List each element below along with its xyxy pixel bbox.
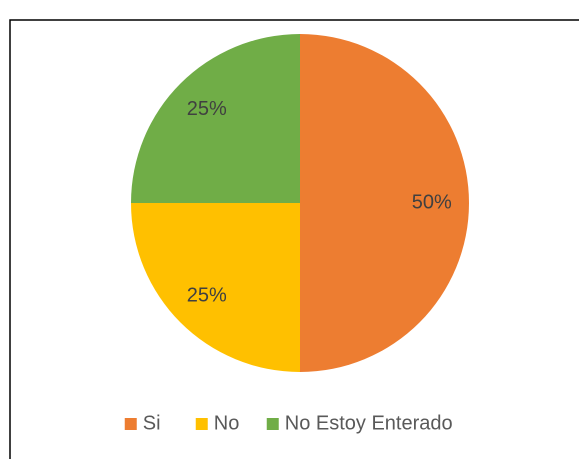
data-label: 25% xyxy=(187,284,227,306)
legend-swatch xyxy=(195,418,208,430)
legend-label: Si xyxy=(143,412,161,434)
pie-slice xyxy=(300,34,469,372)
pie-slice xyxy=(131,203,300,372)
data-label: 50% xyxy=(412,191,452,213)
legend-swatch xyxy=(124,418,137,430)
legend-swatch xyxy=(266,418,279,430)
legend-label: No Estoy Enterado xyxy=(285,412,453,434)
legend-label: No xyxy=(214,412,240,434)
pie-slice xyxy=(131,34,300,203)
data-label: 25% xyxy=(187,98,227,120)
